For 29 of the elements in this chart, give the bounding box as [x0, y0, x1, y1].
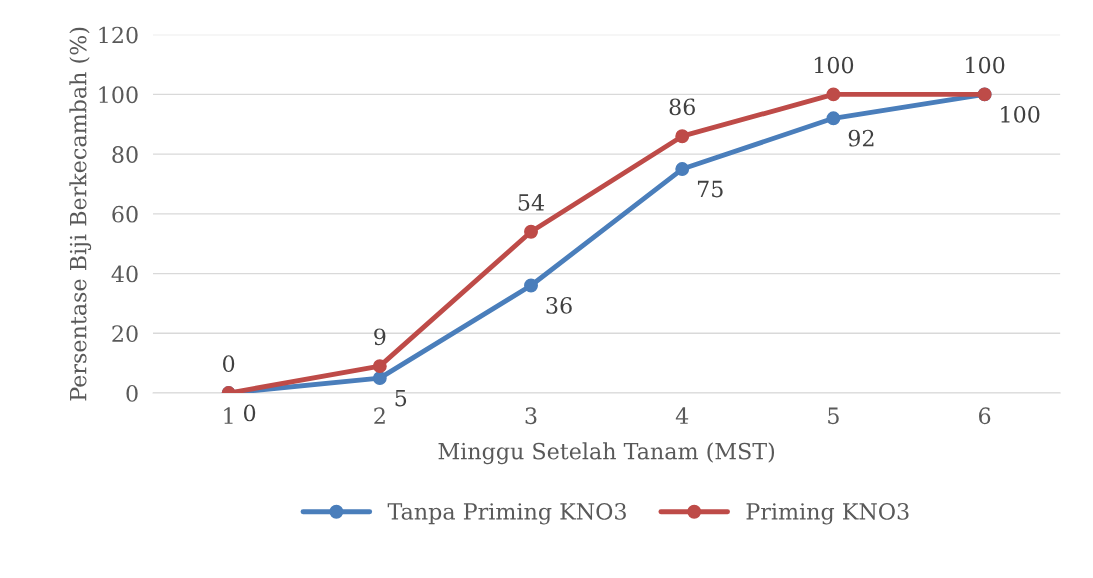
- y-tick-label: 120: [99, 26, 138, 44]
- data-label: 0: [223, 355, 235, 373]
- x-axis-title: Minggu Setelah Tanam (MST): [438, 442, 775, 465]
- data-label: 5: [395, 389, 407, 407]
- data-label: 54: [518, 194, 545, 211]
- data-label: 9: [374, 328, 386, 346]
- data-label: 75: [697, 180, 723, 198]
- y-tick-label: 100: [99, 86, 138, 104]
- data-label: 36: [546, 297, 572, 314]
- y-tick-label: 60: [112, 205, 138, 223]
- y-tick-label: 80: [112, 146, 138, 163]
- data-label: 100: [1001, 105, 1040, 123]
- y-tick-label: 20: [112, 325, 138, 343]
- x-tick-label: 1: [224, 407, 233, 424]
- y-axis-title: Persentase Biji Berkecambah (%): [69, 27, 92, 401]
- y-tick-label: 40: [111, 265, 138, 283]
- x-tick-label: 6: [979, 407, 991, 425]
- x-tick-label: 3: [525, 407, 537, 425]
- data-label: 86: [669, 98, 695, 116]
- legend-label: Tanpa Priming KNO3: [387, 503, 626, 525]
- data-label: 100: [966, 56, 1005, 74]
- x-tick-label: 5: [828, 407, 839, 425]
- x-tick-label: 4: [675, 407, 689, 424]
- data-label: 92: [848, 129, 874, 147]
- data-label: 0: [243, 404, 256, 422]
- legend-label: Priming KNO3: [746, 503, 909, 525]
- data-label: 100: [814, 56, 854, 74]
- x-tick-label: 2: [374, 407, 385, 424]
- y-tick-label: 0: [126, 384, 138, 402]
